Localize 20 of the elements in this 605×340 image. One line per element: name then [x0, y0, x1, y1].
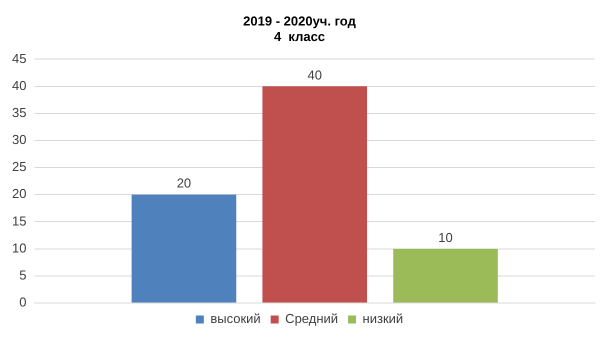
y-tick-label: 45	[12, 50, 26, 66]
y-tick-label: 25	[12, 159, 26, 174]
y-tick-label: 40	[12, 78, 26, 93]
legend-label: низкий	[362, 311, 404, 326]
data-label: 10	[438, 230, 453, 245]
bar	[132, 194, 236, 302]
y-tick-label: 0	[19, 294, 26, 310]
bar	[393, 248, 498, 302]
legend-label: высокий	[210, 311, 261, 326]
data-label: 40	[307, 67, 322, 82]
y-tick-label: 10	[12, 240, 26, 256]
y-tick-label: 15	[12, 213, 26, 228]
y-tick-label: 20	[12, 186, 26, 202]
legend-label: Средний	[285, 311, 338, 326]
y-tick-label: 5	[19, 267, 26, 282]
data-label: 20	[176, 176, 192, 191]
chart-title: 2019 - 2020уч. год 4 класс	[243, 13, 357, 44]
bar	[262, 86, 368, 302]
y-tick-label: 30	[12, 132, 26, 148]
y-tick-label: 35	[12, 104, 26, 120]
